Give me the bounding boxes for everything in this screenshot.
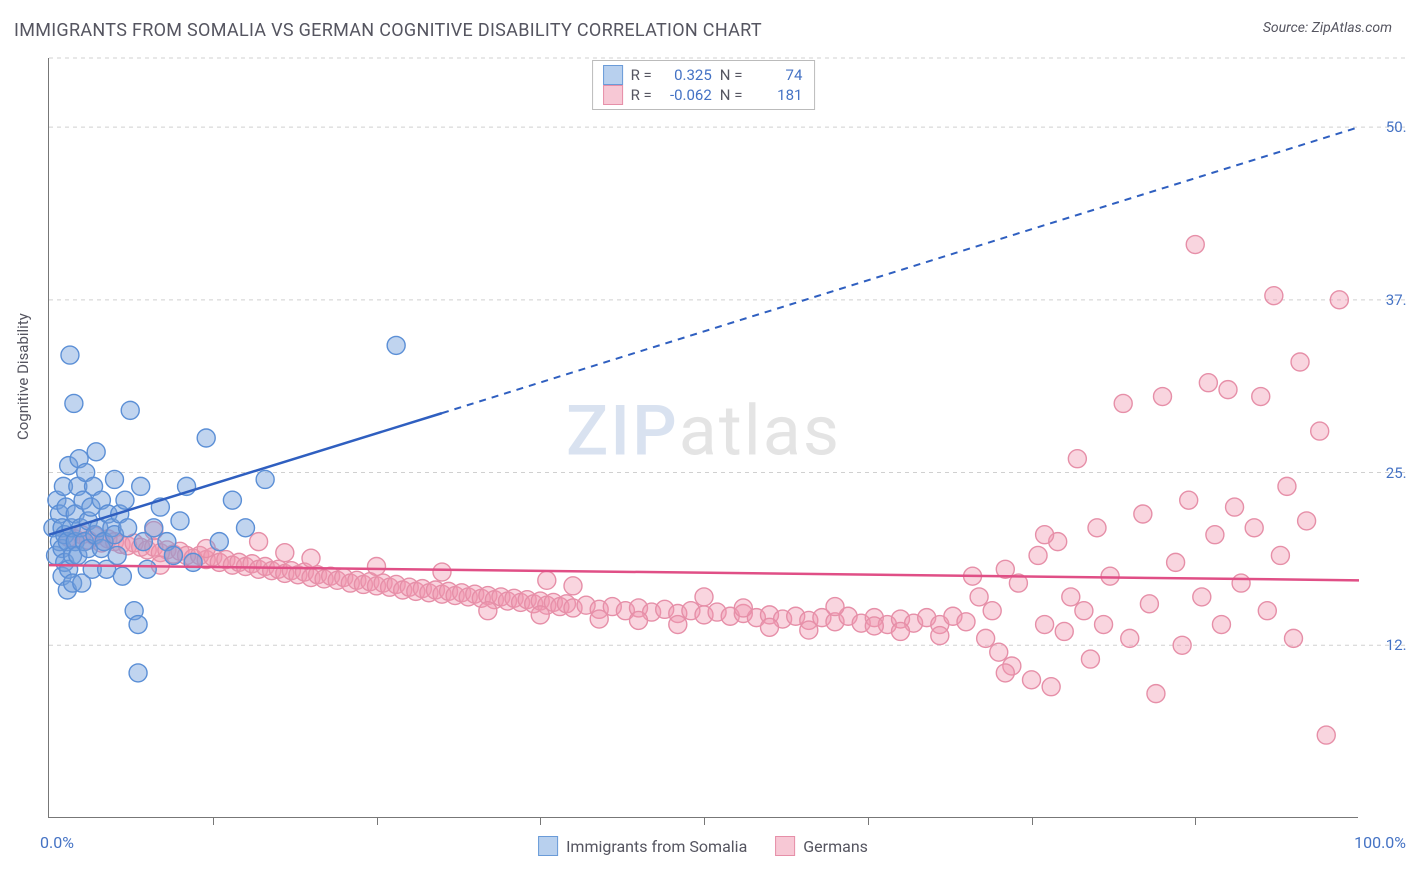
n-label-1: N = bbox=[720, 66, 743, 84]
y-tick-label: 50.0% bbox=[1386, 118, 1406, 136]
scatter-svg bbox=[49, 58, 1358, 817]
x-tick bbox=[377, 817, 378, 825]
swatch-series1 bbox=[603, 65, 623, 85]
r-value-2: -0.062 bbox=[660, 86, 712, 104]
source-label: Source: bbox=[1263, 20, 1312, 36]
legend-label-1: Immigrants from Somalia bbox=[566, 837, 747, 856]
chart-plot-area: ZIPatlas R = 0.325 N = 74 R = -0.062 N =… bbox=[48, 58, 1358, 818]
legend-item-2: Germans bbox=[775, 836, 868, 856]
swatch-series2 bbox=[603, 85, 623, 105]
x-tick bbox=[1032, 817, 1033, 825]
stats-row-1: R = 0.325 N = 74 bbox=[603, 65, 803, 85]
x-tick bbox=[213, 817, 214, 825]
x-tick bbox=[540, 817, 541, 825]
x-tick bbox=[1195, 817, 1196, 825]
x-tick bbox=[868, 817, 869, 825]
y-tick-label: 25.0% bbox=[1386, 464, 1406, 482]
stats-row-2: R = -0.062 N = 181 bbox=[603, 85, 803, 105]
r-value-1: 0.325 bbox=[660, 66, 712, 84]
y-tick-label: 12.5% bbox=[1386, 636, 1406, 654]
stats-legend: R = 0.325 N = 74 R = -0.062 N = 181 bbox=[592, 60, 816, 110]
n-label-2: N = bbox=[720, 86, 743, 104]
series-legend: Immigrants from Somalia Germans bbox=[538, 836, 868, 856]
x-tick bbox=[704, 817, 705, 825]
chart-title: IMMIGRANTS FROM SOMALIA VS GERMAN COGNIT… bbox=[14, 20, 762, 41]
y-tick-label: 37.5% bbox=[1386, 291, 1406, 309]
source-link[interactable]: ZipAtlas.com bbox=[1312, 20, 1392, 36]
legend-item-1: Immigrants from Somalia bbox=[538, 836, 747, 856]
source-attribution: Source: ZipAtlas.com bbox=[1263, 20, 1392, 36]
x-axis-min-label: 0.0% bbox=[40, 833, 74, 852]
x-axis-max-label: 100.0% bbox=[1354, 833, 1406, 852]
n-value-2: 181 bbox=[750, 86, 802, 104]
swatch-series2-b bbox=[775, 836, 795, 856]
y-axis-title: Cognitive Disability bbox=[14, 313, 32, 440]
n-value-1: 74 bbox=[750, 66, 802, 84]
swatch-series1-b bbox=[538, 836, 558, 856]
legend-label-2: Germans bbox=[803, 837, 868, 856]
r-label-1: R = bbox=[631, 66, 652, 84]
r-label-2: R = bbox=[631, 86, 652, 104]
